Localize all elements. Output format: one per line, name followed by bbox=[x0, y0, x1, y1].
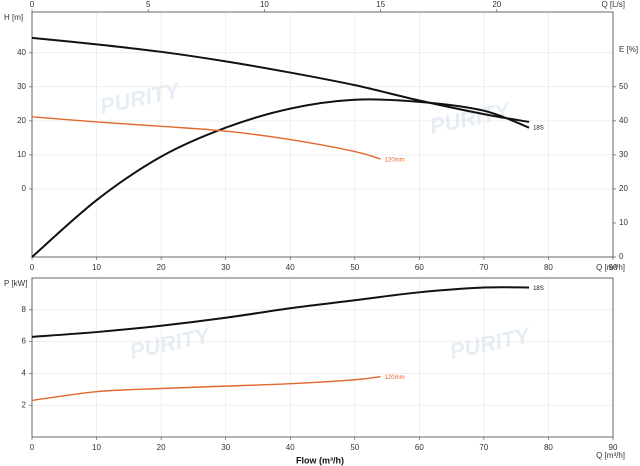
x-tick-label: 30 bbox=[221, 263, 230, 272]
y-tick-label: 8 bbox=[22, 305, 27, 314]
y-tick-label: 40 bbox=[17, 48, 26, 57]
x-tick-label: 90 bbox=[609, 263, 618, 272]
watermark: PURITY bbox=[98, 77, 184, 119]
x-tick-label: 40 bbox=[286, 443, 295, 452]
x-tick-label: 40 bbox=[286, 263, 295, 272]
x2-tick-label: 5 bbox=[146, 0, 151, 9]
curve-label: 18S bbox=[533, 125, 544, 131]
y-tick-label: 2 bbox=[22, 400, 27, 409]
x2-tick-label: 0 bbox=[30, 0, 35, 9]
y-tick-label: 0 bbox=[22, 184, 27, 193]
y2-tick-label: 50 bbox=[619, 82, 628, 91]
x-tick-label: 10 bbox=[92, 263, 101, 272]
y-tick-label: 10 bbox=[17, 150, 26, 159]
x-tick-label: 0 bbox=[30, 263, 35, 272]
x-tick-label: 80 bbox=[544, 443, 553, 452]
y-axis-title: P [kW] bbox=[4, 279, 27, 288]
curve bbox=[31, 375, 381, 402]
watermark: PURITY bbox=[448, 322, 534, 364]
x-tick-label: 50 bbox=[350, 443, 359, 452]
x2-tick-label: 20 bbox=[492, 0, 501, 9]
x-tick-label: 70 bbox=[479, 443, 488, 452]
x-tick-label: 90 bbox=[609, 443, 618, 452]
x2-tick-label: 10 bbox=[260, 0, 269, 9]
y2-tick-label: 10 bbox=[619, 218, 628, 227]
x-tick-label: 20 bbox=[157, 443, 166, 452]
y-tick-label: 4 bbox=[22, 369, 27, 378]
curve-label: 120mm bbox=[385, 158, 405, 164]
curve-label: 18S bbox=[533, 286, 544, 292]
x2-tick-label: 15 bbox=[376, 0, 385, 9]
plot-frame bbox=[31, 11, 614, 258]
curve bbox=[31, 36, 530, 123]
y2-tick-label: 0 bbox=[619, 252, 624, 261]
y-tick-label: 20 bbox=[17, 116, 26, 125]
y2-tick-label: 20 bbox=[619, 184, 628, 193]
x-tick-label: 10 bbox=[92, 443, 101, 452]
x-tick-label: 20 bbox=[157, 263, 166, 272]
x-axis-title: Q [m³/h] bbox=[596, 451, 625, 460]
plot-frame bbox=[31, 277, 614, 438]
y-tick-label: 6 bbox=[22, 337, 27, 346]
curve-label: 120mm bbox=[385, 375, 405, 381]
x2-axis-title: Q [L/s] bbox=[601, 0, 625, 9]
y2-tick-label: 30 bbox=[619, 150, 628, 159]
x-tick-label: 70 bbox=[479, 263, 488, 272]
y2-axis-title: E [%] bbox=[619, 45, 638, 54]
x-axis-title: Flow (m³/h) bbox=[296, 455, 344, 465]
x-axis-title: Q [m³/h] bbox=[596, 263, 625, 272]
y-axis-title: H [m] bbox=[4, 13, 23, 22]
x-tick-label: 60 bbox=[415, 443, 424, 452]
curve bbox=[31, 116, 381, 160]
curve bbox=[31, 98, 530, 258]
x-tick-label: 80 bbox=[544, 263, 553, 272]
x-tick-label: 50 bbox=[350, 263, 359, 272]
y-tick-label: 30 bbox=[17, 82, 26, 91]
y2-tick-label: 40 bbox=[619, 116, 628, 125]
x-tick-label: 30 bbox=[221, 443, 230, 452]
x-tick-label: 0 bbox=[30, 443, 35, 452]
curve bbox=[31, 286, 530, 338]
x-tick-label: 60 bbox=[415, 263, 424, 272]
